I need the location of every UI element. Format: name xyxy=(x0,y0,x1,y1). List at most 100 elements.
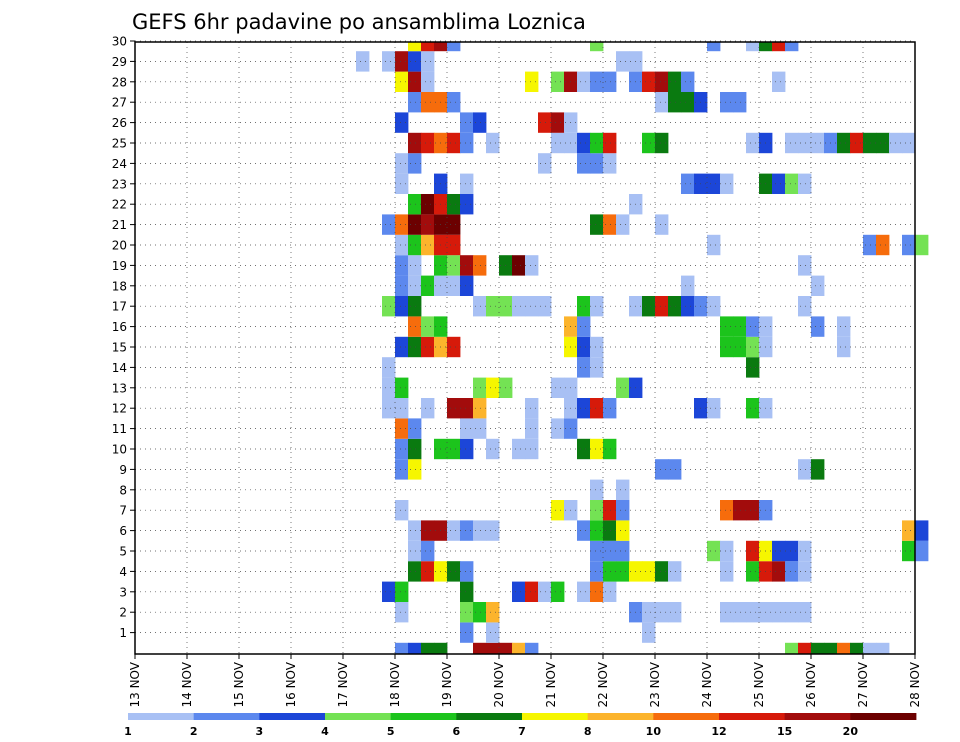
heatmap-cell xyxy=(447,255,461,276)
heatmap-cell xyxy=(473,602,487,623)
y-tick-label: 16 xyxy=(112,320,127,334)
heatmap-cell xyxy=(759,42,773,52)
heatmap-cell xyxy=(720,173,734,194)
heatmap-cell xyxy=(798,459,812,480)
heatmap-cell xyxy=(538,581,552,602)
heatmap-cell xyxy=(720,92,734,113)
heatmap-cell xyxy=(772,173,786,194)
y-tick-label: 25 xyxy=(112,137,127,151)
heatmap-cell xyxy=(395,51,409,72)
heatmap-cell xyxy=(707,173,721,194)
heatmap-cell xyxy=(512,296,526,317)
x-tick-label: 24 NOV xyxy=(700,661,714,707)
y-tick-label: 15 xyxy=(112,341,127,355)
heatmap-cell xyxy=(785,173,799,194)
heatmap-cell xyxy=(720,540,734,562)
heatmap-cell xyxy=(473,418,487,439)
heatmap-cell xyxy=(421,398,435,419)
heatmap-cell xyxy=(577,296,591,317)
heatmap-cell xyxy=(382,377,396,398)
heatmap-cell xyxy=(746,602,760,623)
heatmap-cell xyxy=(668,561,682,582)
heatmap-cell xyxy=(395,296,409,317)
heatmap-cell xyxy=(902,234,916,256)
y-tick-label: 12 xyxy=(112,402,127,416)
plot-frame xyxy=(134,41,916,655)
heatmap-cell xyxy=(421,540,435,562)
colorbar-swatch xyxy=(850,713,917,720)
colorbar-swatch xyxy=(653,713,720,720)
heatmap-cell xyxy=(512,438,526,460)
y-tick-label: 24 xyxy=(112,157,127,171)
heatmap-cell xyxy=(525,438,539,460)
heatmap-cell xyxy=(772,561,786,582)
heatmap-cell xyxy=(590,42,604,52)
x-tick-label: 23 NOV xyxy=(648,661,662,707)
heatmap-cell xyxy=(382,581,396,602)
heatmap-cell xyxy=(460,418,474,439)
heatmap-cell xyxy=(395,234,409,256)
heatmap-cell xyxy=(395,214,409,235)
heatmap-cell xyxy=(408,234,422,256)
y-tick-label: 17 xyxy=(112,300,127,314)
heatmap-cell xyxy=(460,173,474,194)
heatmap-cell xyxy=(551,418,565,439)
heatmap-cell xyxy=(785,602,799,623)
heatmap-cell xyxy=(408,255,422,276)
heatmap-cell xyxy=(421,194,435,215)
heatmap-cell xyxy=(707,398,721,419)
heatmap-cell xyxy=(395,459,409,480)
y-axis-ticks: 1234567891011121314151617181920212223242… xyxy=(112,35,135,640)
x-tick-label: 27 NOV xyxy=(856,661,870,707)
heatmap-cell xyxy=(525,418,539,439)
colorbar: 1 2 3 4 5 6 7 8 10 12 15 20 xyxy=(124,713,917,738)
heatmap-cell xyxy=(655,459,669,480)
heatmap-cell xyxy=(525,581,539,602)
gridlines xyxy=(135,40,915,654)
x-tick-label: 17 NOV xyxy=(336,661,350,707)
heatmap-cell xyxy=(473,112,487,133)
heatmap-cell xyxy=(447,520,461,541)
heatmap-cell xyxy=(395,153,409,174)
heatmap-cell xyxy=(421,642,435,654)
heatmap-cell xyxy=(746,42,760,52)
heatmap-cell xyxy=(460,622,474,643)
heatmap-cell xyxy=(382,51,396,72)
heatmap-cell xyxy=(915,520,929,541)
heatmap-cell xyxy=(772,42,786,52)
heatmap-cell xyxy=(785,132,799,154)
colorbar-label: 10 xyxy=(646,725,662,738)
heatmap-cell xyxy=(395,602,409,623)
heatmap-cell xyxy=(590,71,604,92)
heatmap-cell xyxy=(746,500,760,521)
heatmap-cell xyxy=(499,642,513,654)
colorbar-label: 12 xyxy=(711,725,726,738)
heatmap-cell xyxy=(785,642,799,654)
heatmap-cell xyxy=(538,153,552,174)
heatmap-cell xyxy=(850,132,864,154)
heatmap-cell xyxy=(473,520,487,541)
colorbar-label: 5 xyxy=(387,725,395,738)
heatmap-cell xyxy=(473,642,487,654)
heatmap-cell xyxy=(876,132,890,154)
heatmap-cell xyxy=(720,602,734,623)
heatmap-cells xyxy=(356,42,929,654)
heatmap-cell xyxy=(486,642,500,654)
heatmap-cell xyxy=(460,275,474,296)
y-tick-label: 5 xyxy=(119,545,127,559)
heatmap-cell xyxy=(447,92,461,113)
heatmap-cell xyxy=(837,336,851,358)
heatmap-cell xyxy=(538,296,552,317)
heatmap-cell xyxy=(642,561,656,582)
heatmap-cell xyxy=(408,153,422,174)
y-tick-label: 23 xyxy=(112,177,127,191)
heatmap-cell xyxy=(447,132,461,154)
heatmap-cell xyxy=(590,438,604,460)
heatmap-cell xyxy=(421,132,435,154)
heatmap-cell xyxy=(447,234,461,256)
heatmap-cell xyxy=(395,438,409,460)
heatmap-cell xyxy=(642,71,656,92)
heatmap-cell xyxy=(538,112,552,133)
heatmap-cell xyxy=(577,520,591,541)
heatmap-cell xyxy=(577,581,591,602)
